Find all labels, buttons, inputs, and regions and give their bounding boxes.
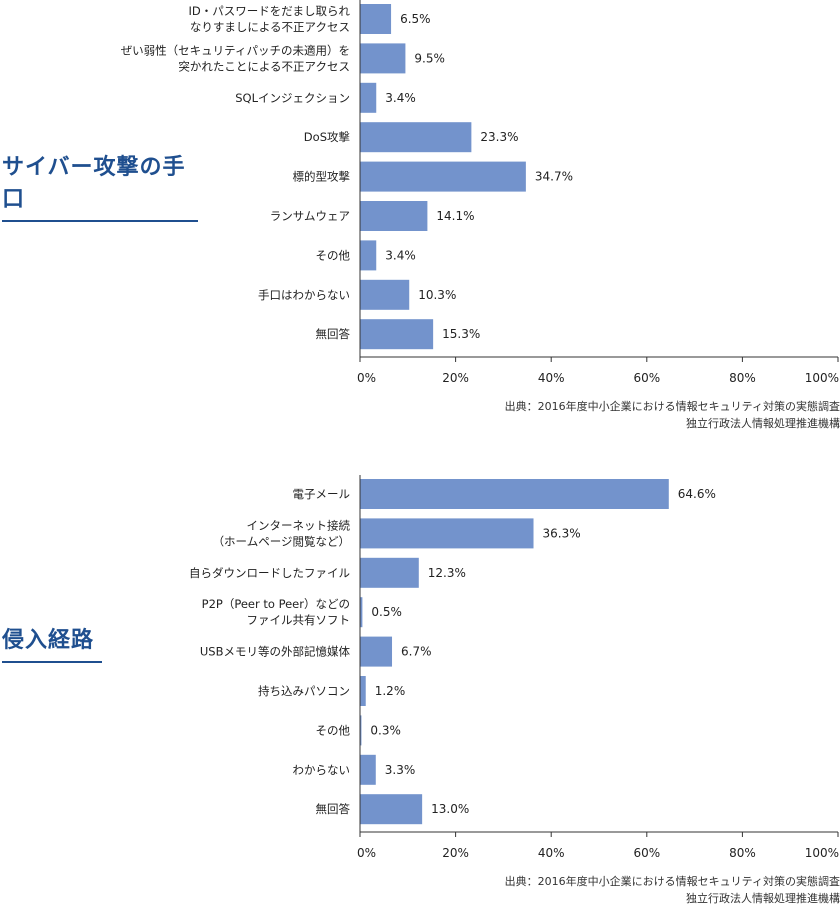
bar-value-label: 6.5% [400, 12, 431, 26]
section-title-attack-methods: サイバー攻撃の手口 [2, 149, 198, 222]
bar-value-label: 10.3% [418, 288, 456, 302]
category-label: 電子メール [293, 487, 351, 501]
bar-value-label: 14.1% [436, 209, 474, 223]
bar [360, 4, 392, 34]
category-label: わからない [293, 763, 351, 777]
x-tick-label: 0% [357, 846, 376, 860]
category-label: その他 [316, 723, 351, 737]
bar-value-label: 36.3% [543, 526, 581, 540]
category-label: USBメモリ等の外部記憶媒体 [200, 645, 351, 659]
source-note: 出典：2016年度中小企業における情報セキュリティ対策の実態調査 独立行政法人情… [505, 398, 840, 432]
x-tick-label: 100% [805, 371, 839, 385]
bar [360, 754, 376, 785]
category-label: ファイル共有ソフト [247, 613, 351, 627]
category-label: ぜい弱性（セキュリティパッチの未適用）を [121, 43, 350, 57]
category-label: 無回答 [316, 327, 351, 341]
source-line-1: 出典：2016年度中小企業における情報セキュリティ対策の実態調査 [504, 400, 840, 413]
bar [360, 676, 366, 706]
category-label: 自らダウンロードしたファイル [189, 566, 350, 580]
bar [360, 279, 410, 310]
bar-value-label: 0.3% [370, 723, 401, 737]
category-label: DoS攻撃 [304, 130, 350, 144]
bar-value-label: 15.3% [442, 327, 480, 341]
bar-value-label: 23.3% [480, 130, 518, 144]
x-tick-label: 100% [805, 846, 839, 860]
x-tick-label: 60% [633, 846, 660, 860]
category-label: なりすましによる不正アクセス [190, 20, 350, 34]
bar [360, 122, 472, 153]
category-label: インターネット接続 [247, 518, 351, 532]
section-title-intrusion-routes: 侵入経路 [2, 622, 102, 663]
source-line-2: 独立行政法人情報処理推進機構 [686, 417, 840, 430]
bar-value-label: 34.7% [535, 170, 573, 184]
category-label: SQLインジェクション [235, 91, 350, 105]
bar-value-label: 3.4% [385, 91, 416, 105]
bar [360, 319, 434, 350]
category-label: その他 [316, 248, 351, 262]
bar [360, 597, 363, 628]
bar-value-label: 6.7% [401, 645, 432, 659]
bar [360, 518, 534, 549]
category-label: ID・パスワードをだまし取られ [188, 4, 350, 18]
bar-value-label: 3.4% [385, 248, 416, 262]
x-tick-label: 20% [442, 846, 469, 860]
category-label: 突かれたことによる不正アクセス [178, 59, 350, 73]
category-label: 無回答 [316, 802, 351, 816]
bar-value-label: 1.2% [375, 684, 406, 698]
x-tick-label: 40% [538, 846, 565, 860]
bar [360, 201, 428, 231]
bar-value-label: 12.3% [428, 566, 466, 580]
source-note: 出典：2016年度中小企業における情報セキュリティ対策の実態調査 独立行政法人情… [505, 873, 840, 907]
category-label: ランサムウェア [270, 209, 350, 223]
x-tick-label: 60% [633, 371, 660, 385]
category-label: 手口はわからない [258, 288, 350, 302]
category-label: （ホームページ閲覧など） [213, 534, 350, 548]
source-line-1: 出典：2016年度中小企業における情報セキュリティ対策の実態調査 [504, 875, 840, 888]
bar [360, 557, 419, 588]
bar [360, 240, 377, 271]
bar [360, 794, 423, 825]
bar [360, 82, 377, 113]
bar-value-label: 64.6% [678, 487, 716, 501]
x-tick-label: 40% [538, 371, 565, 385]
x-tick-label: 0% [357, 371, 376, 385]
bar-value-label: 13.0% [431, 802, 469, 816]
chart-intrusion-routes: 64.6% 電子メール 36.3% インターネット接続 （ホームページ閲覧など） 12.3… [189, 475, 839, 860]
category-label: P2P（Peer to Peer）などの [202, 597, 350, 611]
bar [360, 636, 393, 667]
bar [360, 43, 406, 74]
source-line-2: 独立行政法人情報処理推進機構 [686, 892, 840, 905]
bar [360, 479, 669, 509]
bar-value-label: 3.3% [385, 763, 416, 777]
x-tick-label: 20% [442, 371, 469, 385]
bar-value-label: 0.5% [371, 605, 402, 619]
bar [360, 715, 362, 746]
category-label: 持ち込みパソコン [258, 684, 350, 698]
bar [360, 161, 526, 192]
category-label: 標的型攻撃 [293, 170, 351, 184]
bar-value-label: 9.5% [414, 51, 445, 65]
x-tick-label: 80% [729, 846, 756, 860]
x-tick-label: 80% [729, 371, 756, 385]
